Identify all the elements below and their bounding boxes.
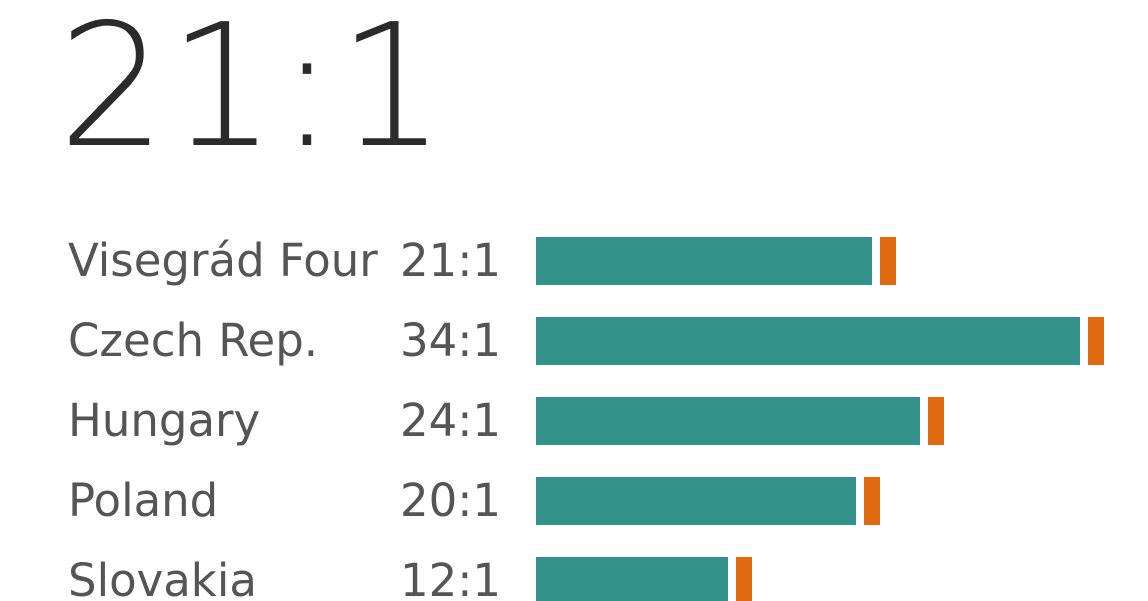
bar-end-marker-czech-rep <box>1088 317 1104 365</box>
headline-ratio: 21:1 <box>58 0 448 186</box>
bar-visegr-d-four <box>536 237 872 285</box>
category-label-hungary: Hungary <box>68 394 260 447</box>
category-label-visegr-d-four: Visegrád Four <box>68 234 378 287</box>
value-label-slovakia: 12:1 <box>400 554 501 601</box>
bar-end-marker-visegr-d-four <box>880 237 896 285</box>
category-label-slovakia: Slovakia <box>68 554 257 601</box>
bar-end-marker-hungary <box>928 397 944 445</box>
value-label-visegr-d-four: 21:1 <box>400 234 501 287</box>
category-label-poland: Poland <box>68 474 218 527</box>
value-label-hungary: 24:1 <box>400 394 501 447</box>
value-label-poland: 20:1 <box>400 474 501 527</box>
bar-poland <box>536 477 856 525</box>
bar-czech-rep <box>536 317 1080 365</box>
bar-slovakia <box>536 557 728 601</box>
category-label-czech-rep: Czech Rep. <box>68 314 318 367</box>
bar-end-marker-poland <box>864 477 880 525</box>
bar-hungary <box>536 397 920 445</box>
bar-end-marker-slovakia <box>736 557 752 601</box>
value-label-czech-rep: 34:1 <box>400 314 501 367</box>
